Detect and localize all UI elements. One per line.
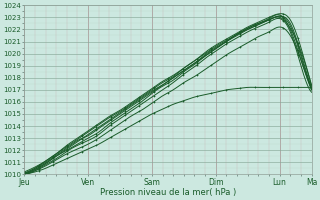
X-axis label: Pression niveau de la mer( hPa ): Pression niveau de la mer( hPa ) xyxy=(100,188,236,197)
